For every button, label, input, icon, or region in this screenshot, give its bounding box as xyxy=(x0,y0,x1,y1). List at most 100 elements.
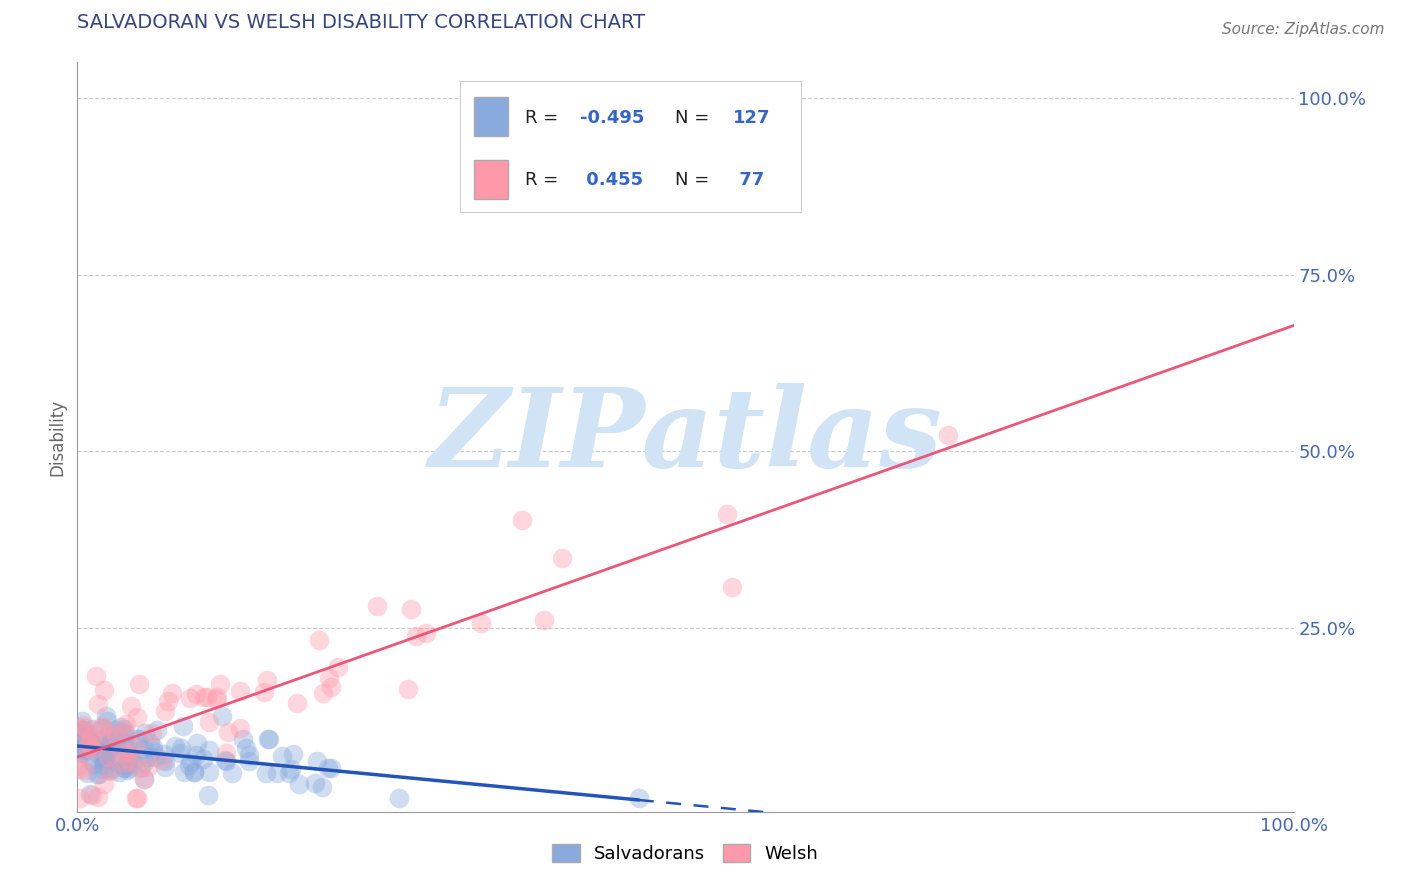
Point xyxy=(76,765,98,780)
Point xyxy=(110,720,132,734)
Point xyxy=(112,756,135,771)
Point xyxy=(132,756,155,770)
Point xyxy=(533,613,555,627)
Point xyxy=(114,757,136,772)
Point xyxy=(70,718,93,732)
Point xyxy=(80,729,103,743)
Point xyxy=(91,746,114,760)
Point xyxy=(139,736,162,750)
Point xyxy=(93,777,115,791)
Point xyxy=(186,736,208,750)
Point xyxy=(96,753,118,767)
Point xyxy=(117,755,139,769)
Point xyxy=(311,780,333,794)
Point xyxy=(93,749,115,764)
Point xyxy=(67,729,90,743)
Point xyxy=(82,737,104,751)
Point xyxy=(209,677,232,691)
Point xyxy=(134,726,156,740)
Point xyxy=(221,766,243,780)
Point xyxy=(125,710,148,724)
Point xyxy=(121,739,143,753)
Point xyxy=(100,764,122,778)
Point xyxy=(305,754,328,768)
Point xyxy=(316,761,339,775)
Point xyxy=(153,747,176,761)
Point xyxy=(103,736,125,750)
Point xyxy=(193,690,215,705)
Point xyxy=(67,720,90,734)
Point xyxy=(179,691,201,706)
Point xyxy=(120,699,142,714)
Point xyxy=(165,739,187,754)
Point xyxy=(205,692,228,706)
Point xyxy=(396,682,419,697)
Point xyxy=(75,763,97,777)
Point xyxy=(110,725,132,739)
Point xyxy=(115,739,138,754)
Point xyxy=(128,732,150,747)
Point xyxy=(112,734,135,748)
Point xyxy=(111,746,134,760)
Point xyxy=(91,757,114,772)
Point xyxy=(180,755,202,769)
Point xyxy=(112,724,135,739)
Point xyxy=(256,673,278,687)
Point xyxy=(388,790,411,805)
Point xyxy=(288,777,311,791)
Point xyxy=(115,764,138,778)
Point xyxy=(157,694,180,708)
Point xyxy=(238,747,260,762)
Point xyxy=(100,762,122,776)
Point xyxy=(510,513,533,527)
Point xyxy=(91,745,114,759)
Point xyxy=(79,739,101,754)
Point xyxy=(125,790,148,805)
Point xyxy=(70,714,93,728)
Point xyxy=(197,789,219,803)
Point xyxy=(198,743,221,757)
Point xyxy=(195,690,218,704)
Point xyxy=(136,750,159,764)
Point xyxy=(173,765,195,780)
Point xyxy=(117,745,139,759)
Point xyxy=(170,740,193,755)
Point xyxy=(90,719,112,733)
Point xyxy=(94,752,117,766)
Text: Source: ZipAtlas.com: Source: ZipAtlas.com xyxy=(1222,22,1385,37)
Point xyxy=(76,728,98,742)
Point xyxy=(72,742,94,756)
Point xyxy=(281,747,304,761)
Point xyxy=(82,733,104,747)
Point xyxy=(128,762,150,776)
Point xyxy=(183,765,205,780)
Point xyxy=(141,725,163,739)
Point xyxy=(228,683,250,698)
Point xyxy=(197,714,219,729)
Point xyxy=(266,766,288,780)
Point xyxy=(96,709,118,723)
Point xyxy=(69,723,91,737)
Point xyxy=(69,790,91,805)
Point xyxy=(229,721,252,735)
Point xyxy=(155,705,177,719)
Point xyxy=(114,726,136,740)
Point xyxy=(191,752,214,766)
Point xyxy=(87,697,110,711)
Point xyxy=(721,580,744,594)
Point xyxy=(235,740,257,755)
Point xyxy=(257,731,280,746)
Point xyxy=(308,633,330,648)
Point xyxy=(145,750,167,764)
Point xyxy=(75,740,97,755)
Point xyxy=(278,765,301,780)
Text: ZIPatlas: ZIPatlas xyxy=(429,384,942,491)
Point xyxy=(177,758,200,772)
Point xyxy=(82,742,104,756)
Point xyxy=(134,772,156,786)
Point xyxy=(211,709,233,723)
Point xyxy=(66,758,89,772)
Point xyxy=(90,739,112,754)
Point xyxy=(75,722,97,736)
Point xyxy=(72,730,94,744)
